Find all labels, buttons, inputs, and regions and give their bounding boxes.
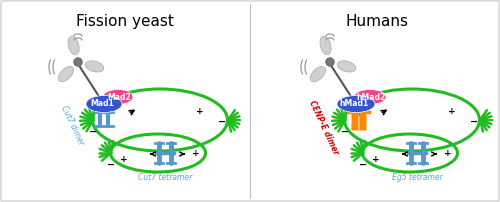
- Text: Cut7 dimer: Cut7 dimer: [59, 104, 85, 146]
- Text: −: −: [107, 160, 115, 170]
- Ellipse shape: [337, 61, 356, 72]
- Text: +: +: [444, 149, 452, 159]
- Text: +: +: [120, 156, 128, 164]
- Text: hMad1: hMad1: [340, 100, 368, 108]
- Ellipse shape: [58, 66, 74, 82]
- Ellipse shape: [68, 36, 79, 55]
- Text: CENP-E dimer: CENP-E dimer: [308, 99, 340, 157]
- FancyBboxPatch shape: [360, 112, 366, 130]
- FancyBboxPatch shape: [352, 112, 358, 130]
- Text: hMad2: hMad2: [356, 93, 386, 101]
- Text: Mad2: Mad2: [107, 93, 131, 101]
- Ellipse shape: [310, 66, 326, 82]
- Ellipse shape: [337, 96, 375, 113]
- Text: Mad1: Mad1: [90, 100, 114, 108]
- Ellipse shape: [74, 58, 82, 66]
- Ellipse shape: [320, 36, 331, 55]
- Ellipse shape: [354, 89, 386, 104]
- Text: +: +: [372, 156, 380, 164]
- Text: −: −: [359, 160, 367, 170]
- Ellipse shape: [86, 96, 122, 113]
- Text: −: −: [341, 127, 349, 137]
- Text: Humans: Humans: [346, 14, 408, 29]
- Text: +: +: [104, 108, 112, 118]
- Text: Cut7 tetramer: Cut7 tetramer: [138, 174, 192, 182]
- Text: −: −: [218, 117, 226, 127]
- Text: Fission yeast: Fission yeast: [76, 14, 174, 29]
- Text: +: +: [356, 108, 364, 118]
- Text: −: −: [470, 117, 478, 127]
- Ellipse shape: [85, 61, 104, 72]
- Text: −: −: [89, 127, 97, 137]
- Ellipse shape: [103, 89, 133, 104]
- Text: Eg5 tetramer: Eg5 tetramer: [392, 174, 442, 182]
- Ellipse shape: [326, 58, 334, 66]
- Text: +: +: [196, 106, 204, 116]
- Text: +: +: [448, 106, 456, 116]
- Text: +: +: [192, 149, 200, 159]
